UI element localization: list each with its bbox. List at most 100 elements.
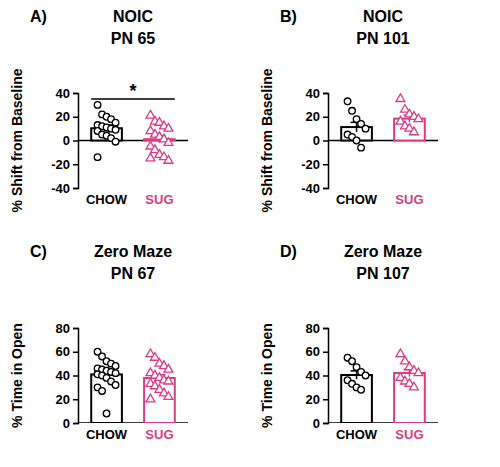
y-tick-mark (73, 164, 78, 166)
y-tick: 20 (306, 392, 328, 407)
data-point (112, 363, 119, 370)
y-tick-label: 0 (313, 416, 320, 431)
data-point (362, 125, 369, 132)
data-point (349, 358, 356, 365)
y-tick-label: 60 (56, 344, 70, 359)
x-tick-label: SUG (145, 192, 173, 207)
y-axis: -40-2002040 (51, 86, 78, 196)
y-tick-label: 40 (56, 368, 70, 383)
y-tick-mark (323, 117, 328, 119)
panel: D)Zero MazePN 107% Time in Open020406080… (259, 243, 438, 442)
x-axis: CHOW SUG (336, 192, 424, 207)
y-tick-mark (73, 399, 78, 401)
y-axis-line (73, 94, 79, 189)
y-axis-line (323, 94, 329, 189)
data-point (401, 356, 410, 364)
data-point (164, 156, 173, 164)
plot-area (328, 94, 438, 151)
panel: A)NOICPN 65% Shift from Baseline-40-2002… (9, 8, 188, 212)
y-tick-mark (73, 140, 78, 142)
title: Zero Maze (344, 243, 422, 260)
y-tick-label: -40 (51, 181, 70, 196)
y-tick-mark (323, 399, 328, 401)
y-axis-title: % Shift from Baseline (259, 68, 275, 212)
data-point (344, 98, 351, 105)
x-tick-label: CHOW (86, 192, 128, 207)
title: NOIC (113, 8, 153, 25)
figure: A)NOICPN 65% Shift from Baseline-40-2002… (0, 0, 500, 467)
y-axis-title: % Time in Open (9, 323, 25, 428)
data-point (414, 368, 423, 376)
data-point (112, 119, 119, 126)
data-point (112, 370, 119, 377)
panel-label: C) (30, 243, 47, 260)
y-tick: 40 (306, 368, 328, 383)
y-tick-mark (323, 93, 328, 95)
y-tick-label: -40 (301, 181, 320, 196)
y-tick-mark (73, 423, 78, 425)
x-tick: SUG (395, 192, 423, 207)
y-tick: 0 (313, 133, 328, 148)
y-tick-label: 80 (56, 321, 70, 336)
x-tick: SUG (145, 427, 173, 442)
y-tick-mark (73, 117, 78, 119)
x-tick: CHOW (336, 427, 378, 442)
panel: B)NOICPN 101% Shift from Baseline-40-200… (259, 8, 438, 212)
y-tick: 80 (306, 321, 328, 336)
y-tick-mark (323, 352, 328, 354)
title: NOIC (363, 8, 403, 25)
error-line (356, 371, 358, 379)
y-tick-label: 80 (306, 321, 320, 336)
y-tick-label: 0 (313, 133, 320, 148)
data-point (164, 124, 173, 132)
x-tick-label: SUG (145, 427, 173, 442)
x-tick-label: CHOW (336, 192, 378, 207)
y-tick-label: 20 (306, 109, 320, 124)
x-tick: CHOW (86, 192, 128, 207)
data-point (410, 382, 419, 390)
subtitle: PN 65 (111, 30, 156, 47)
x-tick: CHOW (336, 192, 378, 207)
data-point (358, 386, 365, 393)
y-tick: 20 (306, 109, 328, 124)
panel-label: D) (280, 243, 297, 260)
data-point (396, 94, 405, 102)
y-tick-mark (323, 140, 328, 142)
x-axis: CHOW SUG (86, 427, 174, 442)
y-tick-label: 60 (306, 344, 320, 359)
data-point (146, 394, 155, 402)
data-point (410, 127, 419, 135)
x-tick: SUG (145, 192, 173, 207)
y-tick: 40 (306, 86, 328, 101)
x-tick: CHOW (86, 427, 128, 442)
x-tick-label: SUG (395, 427, 423, 442)
y-tick-label: 20 (56, 109, 70, 124)
y-tick-label: -20 (301, 157, 320, 172)
y-tick: -40 (51, 181, 78, 196)
y-tick-mark (323, 423, 328, 425)
y-tick-mark (323, 164, 328, 166)
title: Zero Maze (94, 243, 172, 260)
plot-area (328, 349, 438, 423)
data-point (358, 144, 365, 151)
x-tick-label: CHOW (86, 427, 128, 442)
y-tick-mark (73, 188, 78, 190)
bar (341, 375, 372, 423)
y-tick-label: 0 (63, 416, 70, 431)
data-point (151, 353, 160, 361)
y-tick: 20 (56, 109, 78, 124)
y-tick: 80 (56, 321, 78, 336)
data-point (103, 410, 110, 417)
data-point (349, 108, 356, 115)
y-axis-line (323, 329, 329, 424)
y-tick-mark (73, 375, 78, 377)
data-point (362, 372, 369, 379)
y-tick-label: 20 (306, 392, 320, 407)
data-point (94, 102, 101, 109)
y-axis: 0 20 40 60 80 (306, 321, 329, 431)
data-point (164, 364, 173, 372)
panel-label: B) (280, 8, 297, 25)
y-axis: -40 -20 0 20 40 (301, 86, 328, 196)
x-axis: CHOW SUG (86, 192, 174, 207)
y-axis-title: % Shift from Baseline (9, 68, 25, 212)
